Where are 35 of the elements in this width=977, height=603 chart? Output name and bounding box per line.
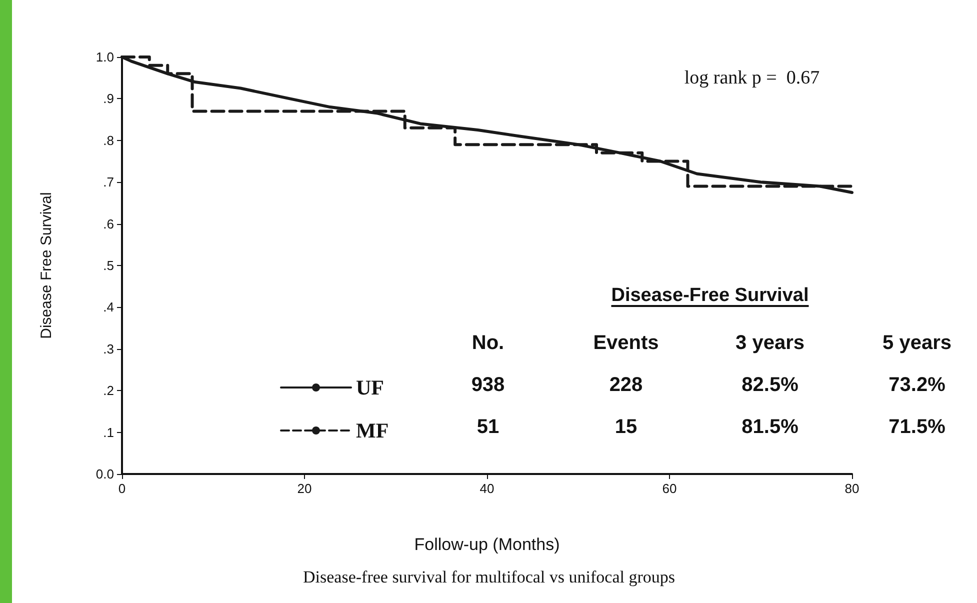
annotation: No.: [472, 332, 504, 354]
annotation: 81.5%: [742, 416, 799, 438]
legend-label: UF: [356, 376, 384, 400]
y-tick-label: .9: [103, 91, 114, 106]
y-tick-label: .4: [103, 300, 114, 315]
annotation: 15: [614, 416, 638, 438]
annotation: 3 years: [736, 332, 804, 354]
text: 71.5%: [888, 416, 946, 438]
x-tick-label: 20: [297, 481, 312, 496]
y-tick-label: 0.0: [96, 466, 114, 482]
y-axis-title: Disease Free Survival: [38, 192, 55, 339]
annotation: Events: [593, 332, 659, 354]
y-tick-label: .6: [103, 216, 114, 232]
legend-label: MF: [356, 418, 389, 442]
x-axis-title: Follow-up (Months): [414, 535, 560, 554]
x-tick-label: 40: [480, 481, 494, 496]
text: Disease-free survival for multifocal vs unifocal groups: [303, 568, 675, 586]
annotation: log rank p = 0.67: [684, 68, 820, 88]
y-tick-label: .1: [103, 424, 114, 440]
text: 73.2%: [888, 374, 946, 396]
x-tick-label: 60: [662, 481, 677, 496]
text: 5 years: [882, 332, 952, 354]
annotation: 51: [476, 416, 500, 438]
x-tick-label: 0: [118, 481, 126, 496]
annotation: 938: [471, 374, 505, 396]
annotation: 82.5%: [742, 374, 799, 396]
y-tick-label: 1.0: [96, 50, 114, 64]
y-tick-label: .3: [103, 341, 114, 356]
x-tick-label: 80: [844, 481, 860, 496]
annotation: 228: [609, 374, 643, 396]
y-tick-label: .8: [103, 132, 114, 148]
annotation: Disease-Free Survival: [610, 285, 810, 307]
y-tick-label: .2: [103, 383, 114, 398]
y-tick-label: .7: [103, 174, 114, 190]
y-tick-label: .5: [103, 258, 114, 273]
